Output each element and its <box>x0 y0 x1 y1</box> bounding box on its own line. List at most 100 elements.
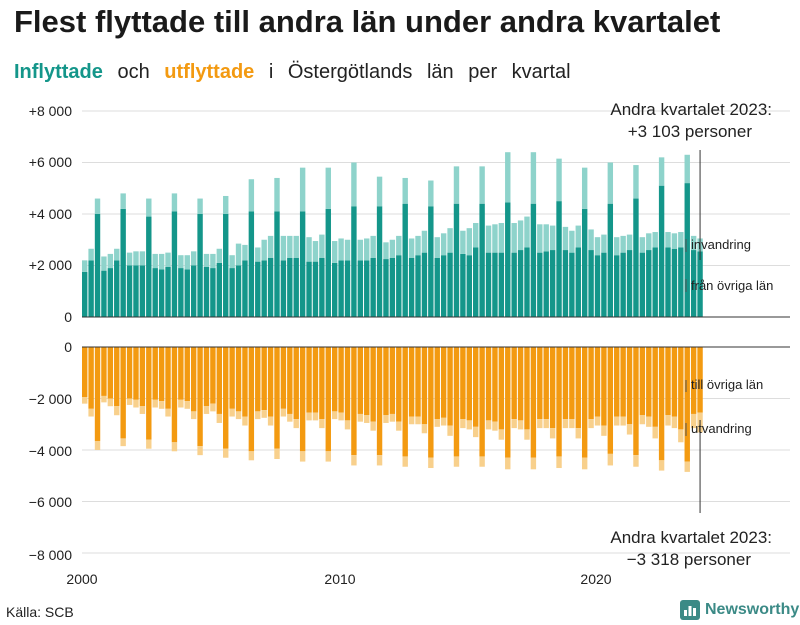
bar-fran-ovriga-lan <box>82 271 88 317</box>
bar-invandring <box>639 237 646 253</box>
bar-invandring <box>588 229 594 251</box>
bar-fran-ovriga-lan <box>331 262 338 317</box>
bar-invandring <box>421 230 428 253</box>
bar-fran-ovriga-lan <box>376 206 383 317</box>
bar-invandring <box>620 235 626 253</box>
bar-till-ovriga-lan <box>293 347 299 420</box>
bar-fran-ovriga-lan <box>614 255 620 317</box>
bar-invandring <box>543 224 549 252</box>
bar-till-ovriga-lan <box>543 347 549 420</box>
bar-invandring <box>485 225 492 253</box>
bar-invandring <box>614 237 620 256</box>
bar-utvandring <box>408 416 415 425</box>
brand-name: Newsworthy <box>705 601 800 618</box>
bar-utvandring <box>633 455 639 467</box>
bar-invandring <box>633 165 639 199</box>
bar-invandring <box>549 225 556 251</box>
bar-utvandring <box>312 412 319 421</box>
bar-utvandring <box>569 419 575 429</box>
bar-fran-ovriga-lan <box>652 247 658 317</box>
bar-invandring <box>197 198 203 214</box>
bar-fran-ovriga-lan <box>421 252 428 317</box>
bar-utvandring <box>511 419 517 429</box>
bar-till-ovriga-lan <box>697 347 703 413</box>
bar-fran-ovriga-lan <box>197 214 203 317</box>
bar-utvandring <box>280 408 287 417</box>
bar-till-ovriga-lan <box>460 347 466 420</box>
bar-invandring <box>165 252 171 267</box>
bar-fran-ovriga-lan <box>543 251 549 317</box>
bar-utvandring <box>216 413 223 423</box>
bar-utvandring <box>684 461 690 472</box>
bar-fran-ovriga-lan <box>287 257 293 317</box>
bar-fran-ovriga-lan <box>255 261 261 317</box>
bar-till-ovriga-lan <box>665 347 671 416</box>
bar-invandring <box>517 220 524 251</box>
bar-invandring <box>594 237 601 256</box>
bar-invandring <box>235 243 242 266</box>
annotation-top-line2: +3 103 personer <box>628 122 753 141</box>
chart-subtitle: Inflyttade och utflyttade i Östergötland… <box>14 61 580 84</box>
bar-fran-ovriga-lan <box>690 250 697 317</box>
bar-utvandring <box>658 460 665 471</box>
bar-fran-ovriga-lan <box>101 270 107 317</box>
bar-till-ovriga-lan <box>210 347 216 404</box>
bar-utvandring <box>357 413 364 422</box>
bar-utvandring <box>370 421 376 431</box>
bar-utvandring <box>460 419 466 429</box>
bar-utvandring <box>261 410 267 418</box>
bar-invandring <box>216 248 223 263</box>
bar-till-ovriga-lan <box>652 347 658 427</box>
bar-invandring <box>575 225 581 248</box>
bar-invandring <box>229 255 235 269</box>
bar-utvandring <box>402 456 408 467</box>
bar-till-ovriga-lan <box>114 347 120 407</box>
bar-till-ovriga-lan <box>453 347 460 457</box>
bar-till-ovriga-lan <box>646 347 652 417</box>
axes <box>82 150 790 513</box>
bar-invandring <box>319 234 325 258</box>
bar-fran-ovriga-lan <box>556 201 562 317</box>
bar-invandring <box>511 223 517 253</box>
subtitle-region: Östergötlands <box>287 61 413 83</box>
bar-till-ovriga-lan <box>421 347 428 425</box>
bar-till-ovriga-lan <box>549 347 556 429</box>
bar-till-ovriga-lan <box>229 347 235 409</box>
bar-invandring <box>434 237 440 258</box>
bar-fran-ovriga-lan <box>325 208 331 317</box>
bar-till-ovriga-lan <box>235 347 242 412</box>
bar-invandring <box>658 157 665 186</box>
bar-utvandring <box>447 425 453 436</box>
bar-fran-ovriga-lan <box>460 253 466 317</box>
bar-till-ovriga-lan <box>428 347 434 458</box>
bar-utvandring <box>581 457 588 470</box>
x-tick-label: 2020 <box>580 571 611 587</box>
bar-till-ovriga-lan <box>203 347 210 407</box>
bar-invandring <box>460 230 466 254</box>
bar-fran-ovriga-lan <box>428 206 434 317</box>
bar-till-ovriga-lan <box>299 347 306 452</box>
bar-fran-ovriga-lan <box>88 260 94 317</box>
bar-fran-ovriga-lan <box>267 257 274 317</box>
bar-till-ovriga-lan <box>415 347 421 417</box>
bar-utvandring <box>498 429 505 440</box>
bar-till-ovriga-lan <box>344 347 351 421</box>
bar-utvandring <box>530 457 537 470</box>
bar-utvandring <box>267 416 274 426</box>
bar-utvandring <box>82 397 88 404</box>
bar-till-ovriga-lan <box>261 347 267 411</box>
subtitle-per: per <box>468 61 498 83</box>
bar-fran-ovriga-lan <box>453 203 460 317</box>
bar-invandring <box>466 228 472 256</box>
bar-utvandring <box>671 416 678 429</box>
bar-invandring <box>665 232 671 248</box>
bar-fran-ovriga-lan <box>524 247 530 317</box>
bar-utvandring <box>479 456 485 467</box>
x-tick-label: 2000 <box>66 571 97 587</box>
bar-utvandring <box>588 419 594 429</box>
bar-till-ovriga-lan <box>530 347 537 458</box>
bar-invandring <box>402 177 408 204</box>
label-invandring: invandring <box>691 237 751 252</box>
bar-fran-ovriga-lan <box>139 265 146 317</box>
bar-fran-ovriga-lan <box>646 250 652 317</box>
